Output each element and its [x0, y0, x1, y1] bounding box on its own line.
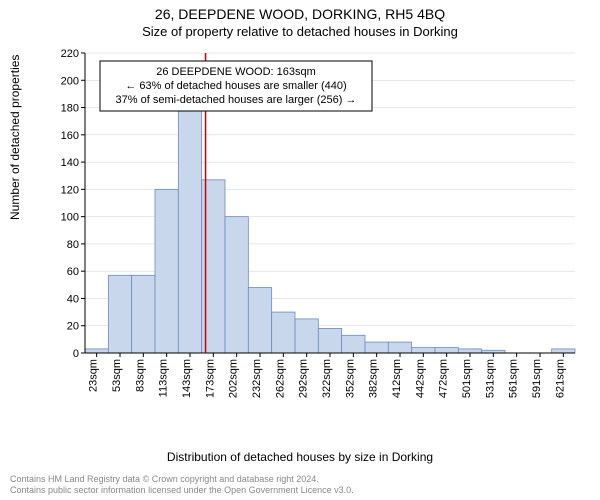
- svg-text:472sqm: 472sqm: [438, 359, 450, 398]
- svg-text:100: 100: [61, 212, 79, 224]
- svg-text:40: 40: [67, 293, 79, 305]
- svg-text:37% of semi-detached houses ar: 37% of semi-detached houses are larger (…: [116, 94, 357, 106]
- svg-text:232sqm: 232sqm: [251, 359, 263, 398]
- svg-text:0: 0: [73, 348, 79, 360]
- title-main: 26, DEEPDENE WOOD, DORKING, RH5 4BQ: [0, 0, 600, 22]
- svg-text:113sqm: 113sqm: [158, 359, 170, 397]
- svg-text:200: 200: [61, 75, 79, 87]
- svg-text:173sqm: 173sqm: [204, 359, 216, 398]
- svg-text:23sqm: 23sqm: [88, 359, 100, 392]
- y-axis-label: Number of detached properties: [8, 55, 22, 220]
- svg-text:322sqm: 322sqm: [321, 359, 333, 398]
- svg-text:20: 20: [67, 321, 79, 333]
- svg-text:53sqm: 53sqm: [111, 359, 123, 392]
- chart-container: 26, DEEPDENE WOOD, DORKING, RH5 4BQ Size…: [0, 0, 600, 500]
- chart-svg: 0 20 40 60 80 100 120 140 160 180 200 220 23sqm 53sqm…: [55, 48, 585, 408]
- svg-text:140: 140: [61, 157, 79, 169]
- svg-text:26 DEEPDENE WOOD: 163sqm: 26 DEEPDENE WOOD: 163sqm: [156, 66, 316, 78]
- svg-text:143sqm: 143sqm: [181, 359, 193, 398]
- svg-text:83sqm: 83sqm: [134, 359, 146, 392]
- svg-text:561sqm: 561sqm: [508, 359, 520, 398]
- svg-text:501sqm: 501sqm: [461, 359, 473, 398]
- svg-text:160: 160: [61, 130, 79, 142]
- svg-text:120: 120: [61, 184, 79, 196]
- svg-text:591sqm: 591sqm: [531, 359, 543, 398]
- svg-text:531sqm: 531sqm: [484, 359, 496, 398]
- svg-text:180: 180: [61, 103, 79, 115]
- svg-text:262sqm: 262sqm: [274, 359, 286, 398]
- svg-text:202sqm: 202sqm: [228, 359, 240, 398]
- svg-text:60: 60: [67, 266, 79, 278]
- svg-text:80: 80: [67, 239, 79, 251]
- svg-text:292sqm: 292sqm: [298, 359, 310, 398]
- footer-line-2: Contains public sector information licen…: [10, 485, 354, 496]
- svg-text:352sqm: 352sqm: [344, 359, 356, 398]
- chart-plot-area: 0 20 40 60 80 100 120 140 160 180 200 220 23sqm 53sqm…: [55, 48, 585, 408]
- svg-text:382sqm: 382sqm: [368, 359, 380, 398]
- title-sub: Size of property relative to detached ho…: [0, 22, 600, 39]
- svg-text:← 63% of detached houses are s: ← 63% of detached houses are smaller (44…: [125, 80, 346, 92]
- svg-text:412sqm: 412sqm: [391, 359, 403, 398]
- svg-text:442sqm: 442sqm: [414, 359, 426, 398]
- footer-line-1: Contains HM Land Registry data © Crown c…: [10, 474, 354, 485]
- x-axis-label: Distribution of detached houses by size …: [0, 450, 600, 464]
- svg-text:220: 220: [61, 48, 79, 60]
- svg-text:621sqm: 621sqm: [554, 359, 566, 398]
- footer-attribution: Contains HM Land Registry data © Crown c…: [10, 474, 354, 496]
